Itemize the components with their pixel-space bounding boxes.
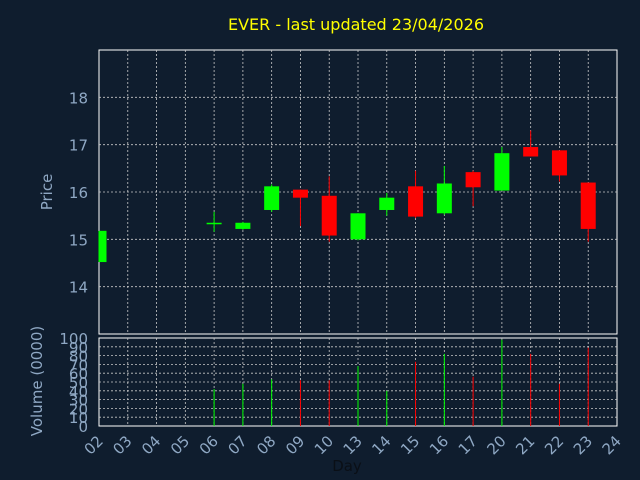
- day-tick-label: 04: [138, 432, 164, 458]
- day-tick-label: 03: [109, 432, 135, 458]
- volume-tick-label: 100: [59, 330, 88, 348]
- price-tick-label: 17: [69, 137, 88, 155]
- day-tick-label: 17: [455, 432, 481, 458]
- day-tick-label: 09: [282, 432, 308, 458]
- price-tick-label: 16: [69, 184, 88, 202]
- volume-tick-label: 30: [69, 392, 88, 410]
- volume-tick-label: 10: [69, 409, 88, 427]
- day-tick-label: 06: [196, 432, 222, 458]
- day-tick-label: 08: [253, 432, 279, 458]
- candle-body: [235, 222, 251, 229]
- day-tick-label: 21: [512, 432, 538, 458]
- candle-body: [494, 153, 510, 191]
- price-tick-label: 18: [69, 89, 88, 107]
- volume-tick-label: 80: [69, 348, 88, 366]
- day-tick-label: 23: [570, 432, 596, 458]
- day-tick-label: 15: [397, 432, 423, 458]
- volume-tick-label: 20: [69, 400, 88, 418]
- candle-body: [580, 182, 596, 229]
- volume-tick-label: 40: [69, 383, 88, 401]
- price-axis-label: Price: [38, 174, 56, 211]
- volume-tick-label: 90: [69, 339, 88, 357]
- day-tick-label: 07: [224, 432, 250, 458]
- day-axis-label: Day: [332, 457, 362, 475]
- candle-body: [379, 197, 395, 210]
- volume-tick-label: 60: [69, 365, 88, 383]
- day-tick-label: 24: [599, 432, 625, 458]
- chart-title: EVER - last updated 23/04/2026: [228, 15, 484, 34]
- day-tick-label: 14: [368, 432, 394, 458]
- day-tick-label: 22: [541, 432, 567, 458]
- day-tick-label: 13: [340, 432, 366, 458]
- volume-axis-label: Volume (0000): [28, 326, 46, 436]
- day-tick-label: 16: [426, 432, 452, 458]
- candle-body: [321, 195, 337, 236]
- volume-tick-label: 50: [69, 374, 88, 392]
- candle-body: [523, 147, 539, 157]
- volume-tick-label: 0: [78, 418, 88, 436]
- candle-body: [408, 186, 424, 217]
- candle-body: [264, 186, 280, 210]
- day-tick-label: 02: [81, 432, 107, 458]
- price-tick-label: 15: [69, 231, 88, 249]
- candle-body: [206, 222, 222, 225]
- price-tick-label: 14: [69, 279, 88, 297]
- candle-body: [436, 183, 452, 214]
- candle-body: [350, 213, 366, 240]
- day-tick-label: 10: [311, 432, 337, 458]
- day-tick-label: 20: [483, 432, 509, 458]
- day-tick-label: 05: [167, 432, 193, 458]
- candle-body: [465, 172, 481, 188]
- volume-tick-label: 70: [69, 356, 88, 374]
- candle-body: [99, 230, 107, 263]
- candle-body: [292, 189, 308, 198]
- candle-body: [551, 150, 567, 176]
